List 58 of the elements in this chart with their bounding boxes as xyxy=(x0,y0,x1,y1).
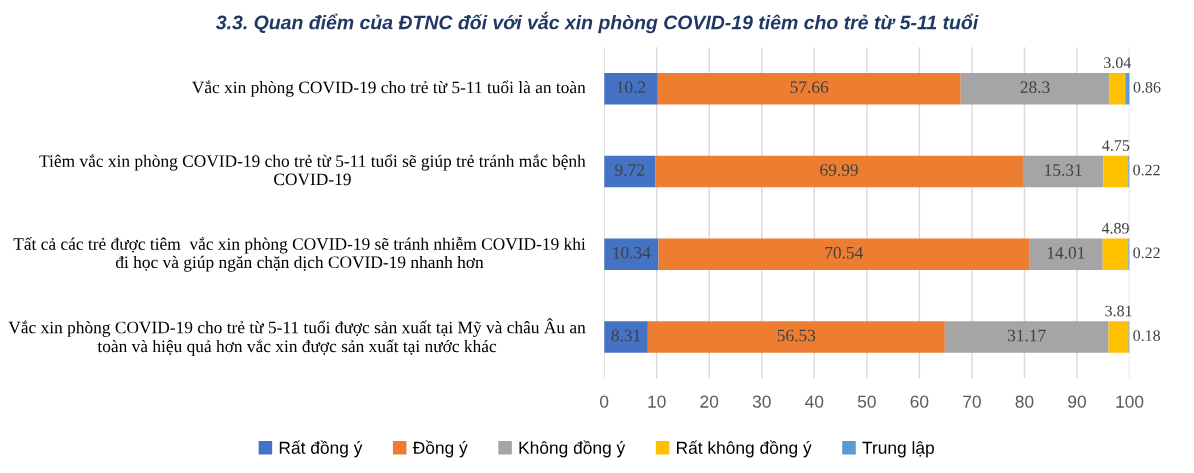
x-tick-label: 50 xyxy=(857,395,876,408)
y-tick-label: Vắc xin phòng COVID-19 cho trẻ từ 5-11 tuổi được sản xuất tại Mỹ và châu Âu an toàn và hiệu quả hơn vắc xin được sản xuất tại nước khác xyxy=(8,318,586,356)
y-tick-label: Tiêm vắc xin phòng COVID-19 cho trẻ từ 5-11 tuổi sẽ giúp trẻ tránh mắc bệnh COVID-19 xyxy=(39,154,586,186)
bar xyxy=(604,321,648,353)
bar xyxy=(604,155,656,188)
x-tick-label: 70 xyxy=(963,395,981,408)
data-label: 15.31 xyxy=(1045,164,1082,176)
data-label: 10.34 xyxy=(613,246,651,259)
x-tick-label: 0 xyxy=(600,395,609,408)
data-label: 28.3 xyxy=(1020,81,1050,94)
data-label: 56.53 xyxy=(777,329,816,342)
data-label: 4.89 xyxy=(1101,222,1129,234)
bar xyxy=(1029,238,1103,270)
data-label: 31.17 xyxy=(1007,329,1046,342)
data-label: 69.99 xyxy=(820,164,858,176)
legend-label: Rất đồng ý xyxy=(279,440,363,458)
bar xyxy=(944,321,1109,353)
data-label: 3.04 xyxy=(1104,57,1132,69)
x-tick-label: 90 xyxy=(1068,395,1086,408)
bar xyxy=(647,321,945,353)
legend-label: Trung lập xyxy=(862,441,934,458)
bar xyxy=(1125,72,1130,105)
legend-label: Không đồng ý xyxy=(519,440,626,458)
x-tick-label: 60 xyxy=(910,395,929,408)
legend-label: Rất không đồng ý xyxy=(676,440,812,458)
bar xyxy=(1109,72,1126,105)
data-label: 70.54 xyxy=(825,246,864,259)
x-tick-label: 100 xyxy=(1116,395,1144,408)
chart-title: 3.3. Quan điểm của ĐTNC đối với vắc xin phòng COVID-19 tiêm cho trẻ từ 5-11 tuổi xyxy=(215,11,979,34)
bar xyxy=(1102,238,1129,270)
x-tick-label: 40 xyxy=(805,395,824,408)
bar xyxy=(1108,321,1129,353)
bar xyxy=(1022,155,1104,188)
data-label: 10.2 xyxy=(617,81,646,94)
bar xyxy=(655,155,1023,188)
data-label: 8.31 xyxy=(611,329,641,342)
data-label: 0.22 xyxy=(1133,164,1160,176)
data-label: 57.66 xyxy=(790,81,829,94)
x-tick-label: 30 xyxy=(752,395,771,408)
bar xyxy=(1103,155,1129,188)
data-label: 4.75 xyxy=(1102,140,1130,151)
data-label: 14.01 xyxy=(1047,246,1085,259)
bar xyxy=(604,238,659,270)
data-label: 9.72 xyxy=(615,164,644,176)
bar xyxy=(657,72,961,105)
x-tick-label: 80 xyxy=(1015,395,1034,408)
bar xyxy=(658,238,1030,270)
data-label: 3.81 xyxy=(1105,305,1132,317)
data-label: 0.86 xyxy=(1133,81,1161,93)
bar xyxy=(960,72,1110,105)
data-label: 0.18 xyxy=(1133,330,1161,342)
data-label: 0.22 xyxy=(1133,247,1160,259)
bar xyxy=(604,72,658,105)
y-tick-label: Vắc xin phòng COVID-19 cho trẻ từ 5-11 tuổi là an toàn xyxy=(191,80,586,97)
x-tick-label: 20 xyxy=(700,395,719,408)
x-tick-label: 10 xyxy=(648,395,666,408)
y-tick-label: Tất cả các trẻ được tiêm vắc xin phòng COVID-19 sẽ tránh nhiễm COVID-19 khi đi học và giúp ngăn chặn dịch COVID-19 nhanh hơn xyxy=(13,236,586,272)
legend-label: Đồng ý xyxy=(412,440,468,458)
